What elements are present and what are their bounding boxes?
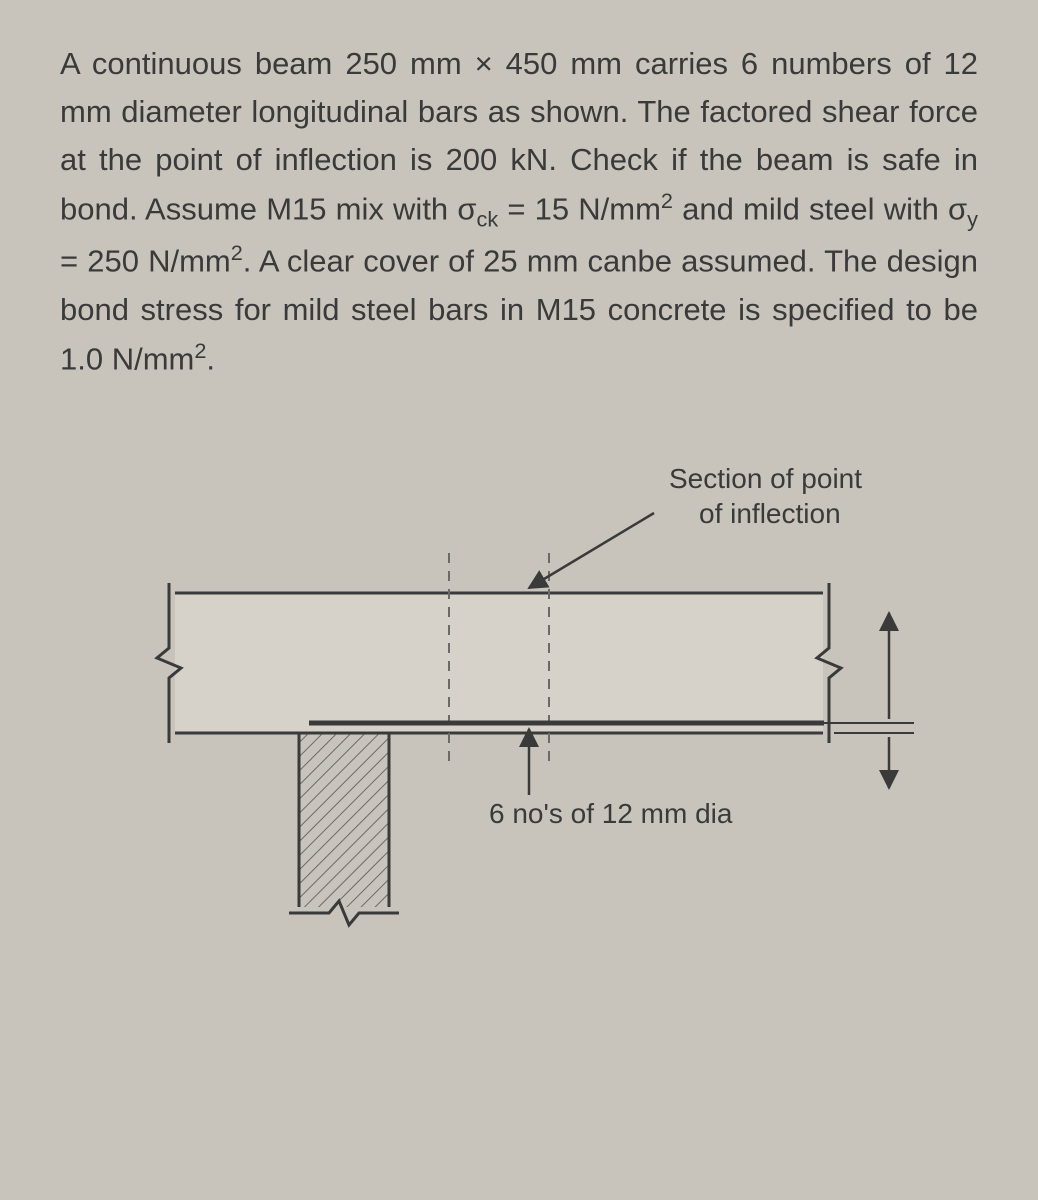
sigma-y-sub: y <box>967 207 978 232</box>
sq-sup-3: 2 <box>194 338 206 363</box>
text-seg-3: and mild steel with σ <box>673 191 967 226</box>
text-seg-6: . <box>206 341 215 376</box>
text-seg-2: = 15 N/mm <box>498 191 661 226</box>
beam-diagram-svg: Section of point of inflection 6 no's of 1… <box>89 443 949 943</box>
problem-statement: A continuous beam 250 mm × 450 mm carrie… <box>60 40 978 383</box>
text-seg-4: = 250 N/mm <box>60 244 231 279</box>
beam-diagram: Section of point of inflection 6 no's of 1… <box>60 423 978 943</box>
svg-text:Section of point: Section of point <box>669 463 862 494</box>
svg-text:of inflection: of inflection <box>699 498 841 529</box>
sigma-ck-sub: ck <box>476 207 498 232</box>
svg-text:6 no's of 12 mm dia: 6 no's of 12 mm dia <box>489 798 733 829</box>
sq-sup-1: 2 <box>661 188 673 213</box>
sq-sup-2: 2 <box>231 240 243 265</box>
